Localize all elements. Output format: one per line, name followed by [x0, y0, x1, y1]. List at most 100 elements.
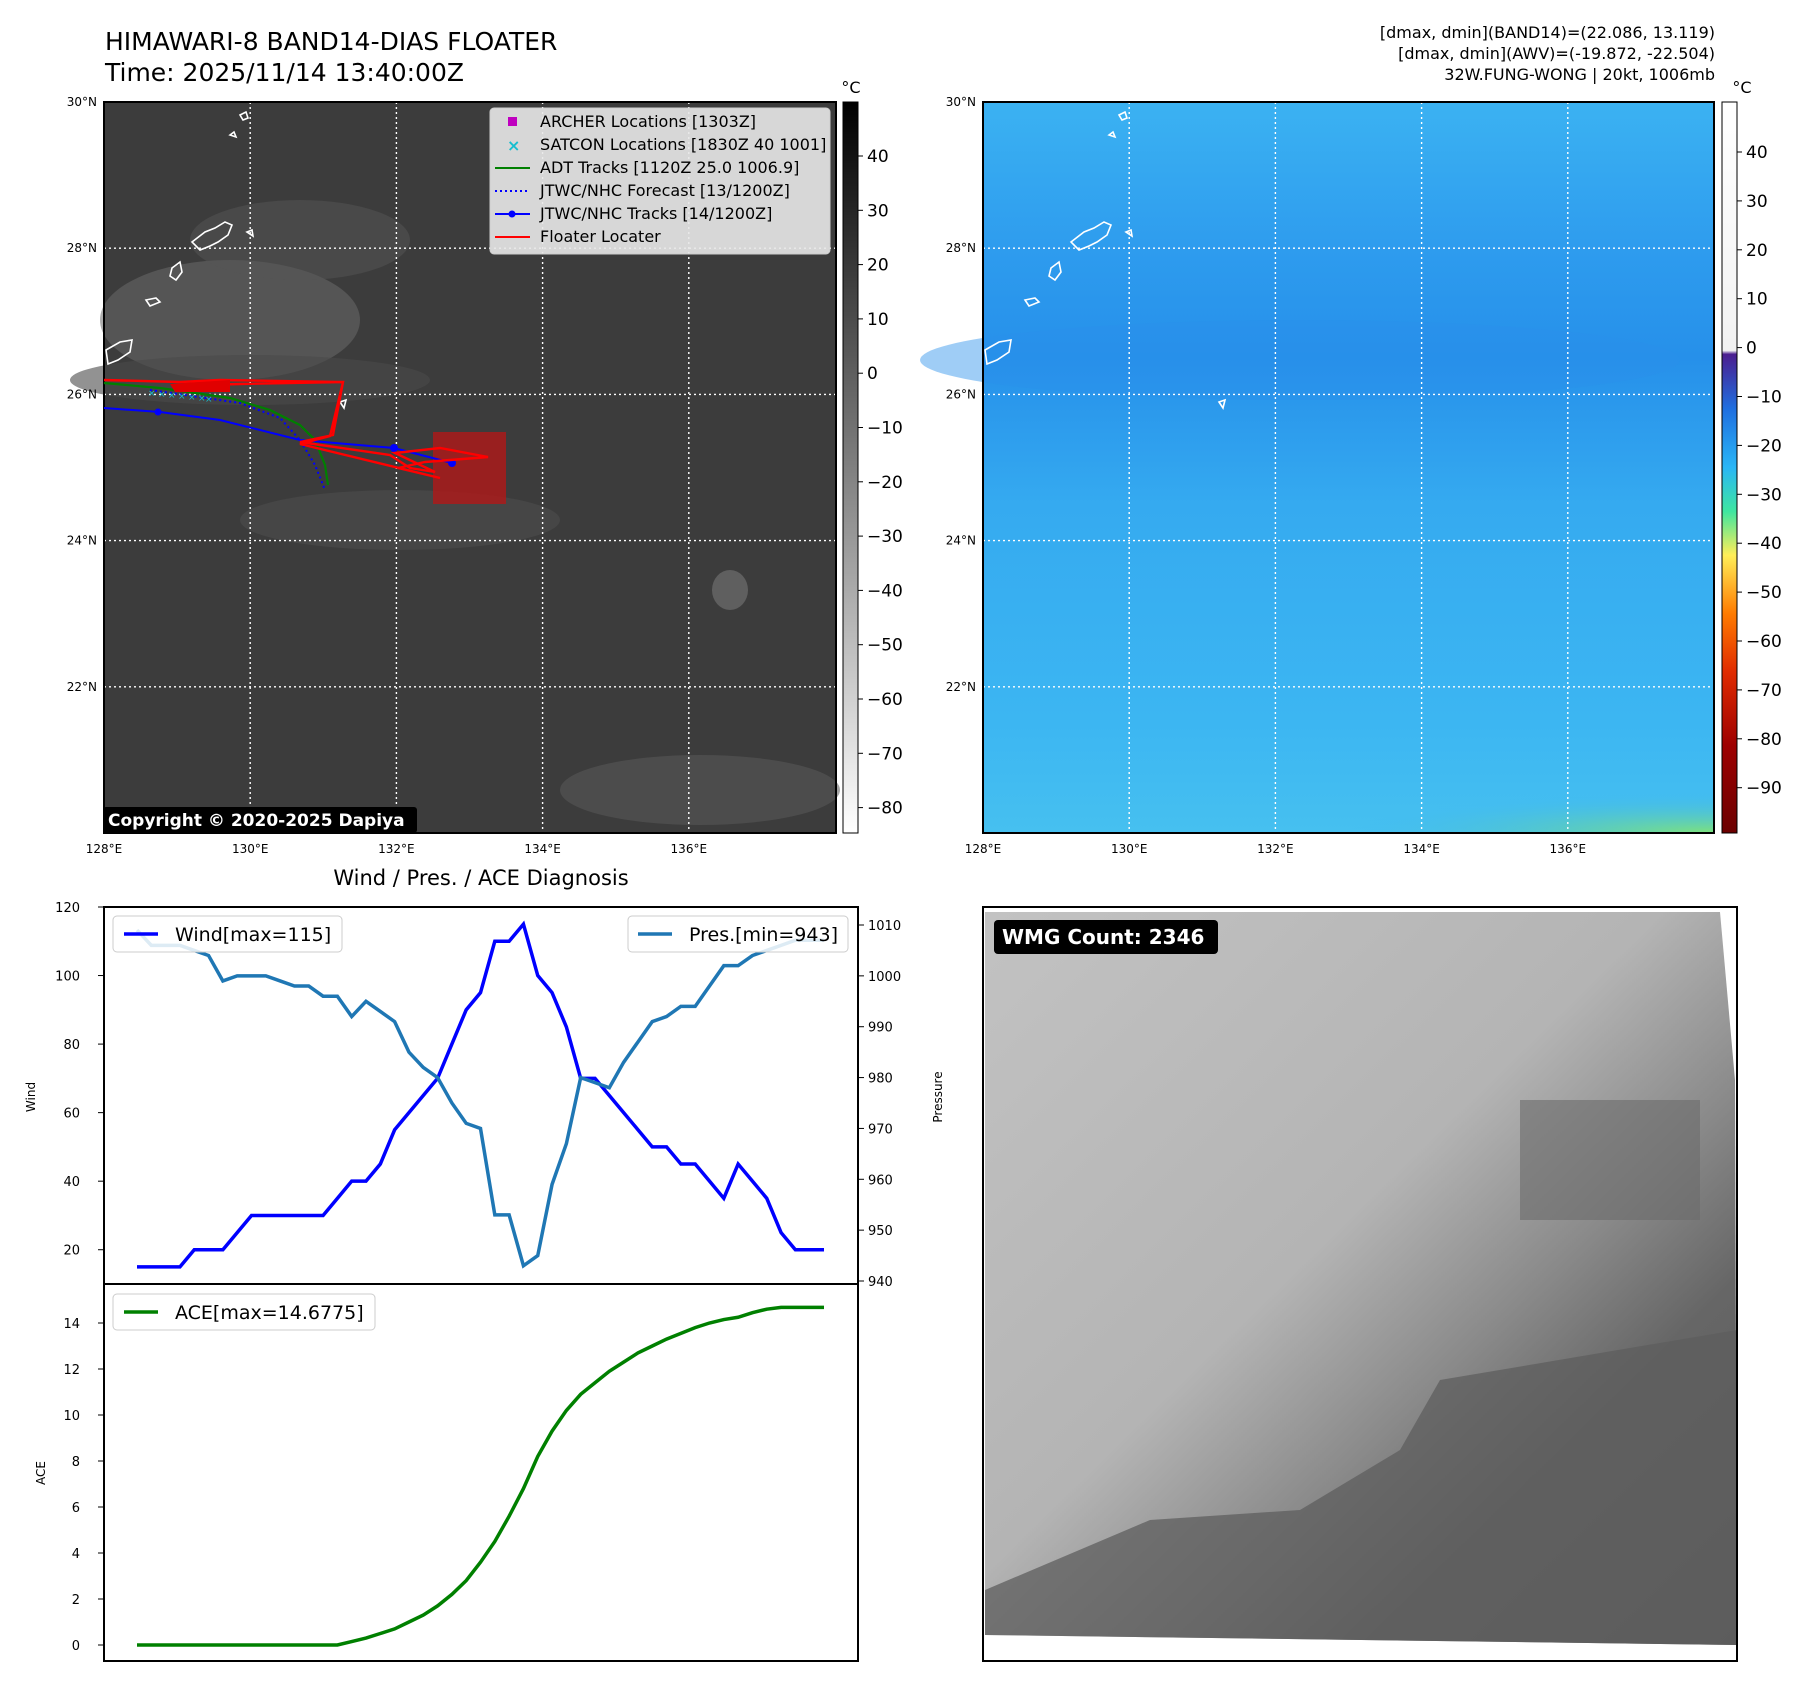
- series-line-wind: [137, 920, 824, 1269]
- pressure-legend-label: Pres.[min=943]: [689, 924, 838, 946]
- ace-tick-label: 12: [63, 1363, 80, 1378]
- lat-tick-label: 28°N: [946, 241, 976, 255]
- lon-tick-label: 132°E: [1257, 842, 1294, 856]
- coastline: [105, 110, 348, 410]
- ace-legend-box: [112, 1293, 376, 1331]
- adt-track: [103, 381, 330, 486]
- colorbar-tick-label: −10: [1746, 388, 1782, 408]
- wind-tick-label: 60: [63, 1107, 80, 1122]
- satcon-locations: × × × × × × ×: [148, 389, 213, 405]
- ace-tick-label: 14: [63, 1317, 80, 1332]
- jtwc-forecast-track: [149, 389, 326, 491]
- colorbar-tick-label: 30: [1746, 192, 1768, 212]
- cloud-patch: [100, 260, 360, 380]
- colorbar-tick-label: 40: [867, 147, 889, 167]
- copyright-badge: [103, 807, 417, 833]
- lon-tick-label: 128°E: [86, 842, 123, 856]
- awv-colorbar-unit: °C: [1732, 78, 1751, 97]
- awv-map-frame: [982, 101, 1715, 834]
- series-line-ace: [137, 1305, 824, 1647]
- copyright-text: Copyright © 2020-2025 Dapiya: [108, 811, 405, 831]
- wind-pressure-frame: [103, 906, 859, 1285]
- colorbar-tick-label: −20: [1746, 436, 1782, 456]
- floater-box: [433, 432, 506, 504]
- awv-map-panel: 30°N 28°N 26°N 24°N 22°N 128°E 130°E 132°E 134°E…: [920, 95, 1715, 856]
- ir-colorbar: °C 40 30 20 10 0 −10 −20 −30 −40 −50 −60 −70 −80: [841, 78, 903, 834]
- ace-tick-label: 0: [72, 1639, 80, 1654]
- pressure-axis-label: Pressure: [931, 1071, 945, 1122]
- svg-text:×: ×: [198, 394, 206, 404]
- colorbar-tick-label: −30: [867, 527, 903, 547]
- colorbar-tick-label: 0: [1746, 339, 1757, 359]
- ace-chart: ACE 0 2 4 6 8 10 12 14 ACE[max=14.6775]: [34, 1283, 859, 1662]
- legend-label: SATCON Locations [1830Z 40 1001]: [540, 135, 826, 154]
- wind-legend-box: [112, 915, 343, 953]
- svg-text:×: ×: [178, 392, 186, 402]
- pressure-tick-label: 990: [868, 1021, 893, 1036]
- lat-tick-label: 28°N: [67, 241, 97, 255]
- svg-text:×: ×: [148, 389, 156, 399]
- wmg-dark-region: [985, 1330, 1737, 1645]
- lon-tick-label: 128°E: [965, 842, 1002, 856]
- colorbar-tick-label: 20: [1746, 241, 1768, 261]
- coastline: [984, 110, 1227, 410]
- legend-label: ARCHER Locations [1303Z]: [540, 112, 756, 131]
- awv-map-background: [983, 102, 1714, 833]
- info-storm: 32W.FUNG-WONG | 20kt, 1006mb: [1444, 65, 1715, 84]
- lat-tick-label: 26°N: [67, 387, 97, 401]
- wind-pressure-chart: Wind Pressure 20 40 60 80 100 120 940 950 960 970…: [24, 901, 945, 1290]
- floater-locater-cluster: [170, 380, 230, 392]
- colorbar-tick-label: −30: [1746, 485, 1782, 505]
- figure-title: HIMAWARI-8 BAND14-DIAS FLOATER: [105, 27, 557, 56]
- ir-map-frame: [103, 101, 837, 834]
- legend-label: JTWC/NHC Forecast [13/1200Z]: [539, 181, 790, 200]
- cloud-patch: [190, 200, 410, 280]
- legend-box: [489, 107, 831, 255]
- wind-tick-label: 40: [63, 1175, 80, 1190]
- cloud-patch: [240, 490, 560, 550]
- wmg-panel: WMG Count: 2346: [982, 906, 1738, 1662]
- lon-tick-label: 136°E: [671, 842, 708, 856]
- pressure-legend-box: [627, 915, 849, 953]
- awv-moist-region: [983, 750, 1714, 833]
- cloud-patch: [560, 755, 840, 825]
- lon-tick-label: 130°E: [232, 842, 269, 856]
- ace-tick-label: 8: [72, 1455, 80, 1470]
- svg-text:×: ×: [168, 391, 176, 401]
- info-band14-range: [dmax, dmin](BAND14)=(22.086, 13.119): [1380, 23, 1715, 42]
- colorbar-tick-label: −70: [1746, 681, 1782, 701]
- pressure-tick-label: 980: [868, 1072, 893, 1087]
- legend-swatch-dot: [508, 210, 516, 218]
- wmg-dark-patch: [1520, 1100, 1700, 1220]
- ace-frame: [103, 1283, 859, 1662]
- wind-axis-label: Wind: [24, 1082, 38, 1112]
- legend-label: JTWC/NHC Tracks [14/1200Z]: [539, 204, 772, 223]
- jtwc-track-point: [390, 444, 398, 452]
- colorbar-tick-label: −40: [867, 581, 903, 601]
- lat-tick-label: 30°N: [946, 95, 976, 109]
- lat-tick-label: 24°N: [946, 534, 976, 548]
- awv-colorbar: °C 40 30 20 10 0 −10 −20 −30 −40 −50 −60 −70 −80 −90: [1721, 78, 1782, 834]
- wmg-count-label: WMG Count: 2346: [1002, 925, 1204, 949]
- colorbar-tick-label: 30: [867, 201, 889, 221]
- wind-legend-label: Wind[max=115]: [175, 924, 331, 946]
- lon-tick-label: 130°E: [1111, 842, 1148, 856]
- colorbar-tick-label: −80: [1746, 730, 1782, 750]
- legend-swatch: ×: [507, 136, 520, 155]
- lat-tick-label: 22°N: [946, 680, 976, 694]
- figure-time: Time: 2025/11/14 13:40:00Z: [104, 58, 464, 87]
- pressure-tick-label: 960: [868, 1173, 893, 1188]
- ir-colorbar-scale: [842, 101, 859, 834]
- ir-colorbar-unit: °C: [841, 78, 860, 97]
- lat-tick-label: 30°N: [67, 95, 97, 109]
- wind-tick-label: 20: [63, 1244, 80, 1259]
- jtwc-track-point: [154, 408, 162, 416]
- wind-tick-label: 80: [63, 1038, 80, 1053]
- ace-tick-label: 2: [72, 1593, 80, 1608]
- lon-tick-label: 134°E: [524, 842, 561, 856]
- legend-swatch: [508, 117, 517, 126]
- info-awv-range: [dmax, dmin](AWV)=(-19.872, -22.504): [1398, 44, 1715, 63]
- colorbar-tick-label: −20: [867, 473, 903, 493]
- awv-colorbar-scale: [1721, 101, 1738, 834]
- pressure-tick-label: 1000: [868, 970, 901, 985]
